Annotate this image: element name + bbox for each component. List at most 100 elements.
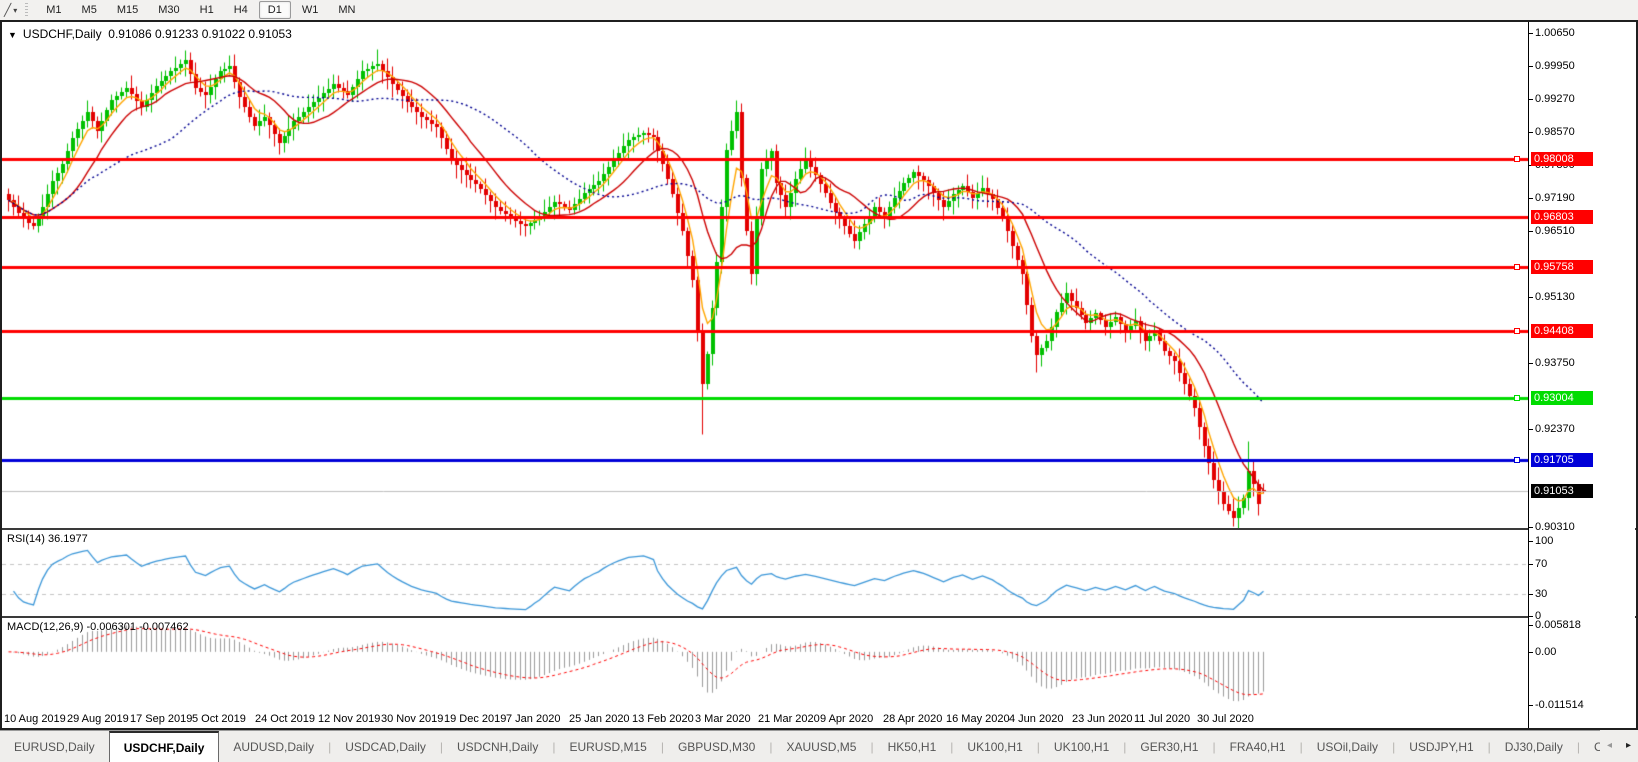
rsi-tickmark bbox=[1529, 616, 1533, 617]
tab-separator: | bbox=[1487, 739, 1491, 754]
date-axis-label: 12 Nov 2019 bbox=[318, 713, 381, 725]
macd-indicator-panel[interactable] bbox=[2, 618, 1528, 712]
timeframe-button-W1[interactable]: W1 bbox=[301, 4, 319, 16]
tab-separator: | bbox=[439, 739, 443, 754]
chart-tab-bar: EURUSD,Daily USDCHF,Daily AUDUSD,Daily | USD… bbox=[0, 730, 1638, 762]
toolbar: ╱ ▾ M1 M5 M15 M30 H1 H4 D1 W1 MN bbox=[0, 0, 1638, 21]
tab-XAUUSD-M5[interactable]: XAUUSD,M5 bbox=[786, 739, 857, 754]
tool-dropdown-caret-icon[interactable]: ▾ bbox=[13, 5, 18, 15]
price-tickmark bbox=[1529, 66, 1533, 67]
rsi-tickmark bbox=[1529, 594, 1533, 595]
date-axis-label: 7 Jan 2020 bbox=[506, 713, 561, 725]
price-tickmark bbox=[1529, 363, 1533, 364]
tab-scroll-right-icon[interactable]: ▸ bbox=[1625, 740, 1632, 751]
tab-separator: | bbox=[552, 739, 556, 754]
price-tick-label: 0.93750 bbox=[1535, 356, 1575, 369]
date-axis-label: 9 Apr 2020 bbox=[820, 713, 874, 725]
price-tick-label: 0.96510 bbox=[1535, 224, 1575, 237]
timeframe-button-MN[interactable]: MN bbox=[338, 4, 356, 16]
hline-handle[interactable] bbox=[1514, 263, 1520, 270]
hline-handle[interactable] bbox=[1514, 395, 1520, 402]
date-axis-label: 10 Aug 2019 bbox=[4, 713, 66, 725]
price-axis[interactable]: 1.006500.999500.992700.985700.978900.971… bbox=[1528, 22, 1635, 728]
date-axis-label: 28 Apr 2020 bbox=[883, 713, 943, 725]
price-tick-label: 0.95130 bbox=[1535, 290, 1575, 303]
macd-tick-label: 0.005818 bbox=[1535, 619, 1581, 631]
timeframe-button-group: M1 M5 M15 M30 H1 H4 D1 W1 MN bbox=[36, 1, 365, 19]
rsi-tickmark bbox=[1529, 564, 1533, 565]
price-tick-label: 0.98570 bbox=[1535, 126, 1575, 139]
date-axis-label: 4 Jun 2020 bbox=[1009, 713, 1064, 725]
timeframe-button-M1[interactable]: M1 bbox=[46, 4, 62, 16]
tab-USDCHF-Daily[interactable]: USDCHF,Daily bbox=[108, 731, 220, 762]
rsi-tickmark bbox=[1529, 541, 1533, 542]
tab-GBPUSD-M30[interactable]: GBPUSD,M30 bbox=[677, 739, 756, 754]
tab-UK100-H1[interactable]: UK100,H1 bbox=[1053, 739, 1110, 754]
tab-USOil-Daily[interactable]: USOil,Daily bbox=[1316, 739, 1379, 754]
panel-divider[interactable] bbox=[2, 528, 1636, 530]
tab-separator: | bbox=[769, 739, 773, 754]
hline-handle[interactable] bbox=[1514, 457, 1520, 464]
rsi-indicator-panel[interactable] bbox=[2, 530, 1528, 616]
tab-separator: | bbox=[1123, 739, 1127, 754]
date-axis-label: 19 Dec 2019 bbox=[444, 713, 507, 725]
timeframe-button-H4[interactable]: H4 bbox=[233, 4, 248, 16]
timeframe-button-M5[interactable]: M5 bbox=[81, 4, 97, 16]
tab-GER30-H1[interactable]: GER30,H1 bbox=[1140, 739, 1199, 754]
price-tickmark bbox=[1529, 429, 1533, 430]
tab-HK50-H1[interactable]: HK50,H1 bbox=[887, 739, 937, 754]
tab-separator: | bbox=[1036, 739, 1040, 754]
tab-USDJPY-H1[interactable]: USDJPY,H1 bbox=[1409, 739, 1474, 754]
toolbar-grip[interactable] bbox=[25, 3, 29, 17]
timeframe-button-H1[interactable]: H1 bbox=[199, 4, 214, 16]
tab-UK100-H1[interactable]: UK100,H1 bbox=[967, 739, 1023, 754]
time-axis[interactable]: 10 Aug 2019 29 Aug 2019 17 Sep 2019 5 Oct 2… bbox=[2, 712, 1528, 728]
price-tickmark bbox=[1529, 231, 1533, 232]
chart-dropdown-caret-icon[interactable]: ▼ bbox=[8, 30, 17, 40]
date-axis-label: 25 Jan 2020 bbox=[569, 713, 630, 725]
date-axis-label: 23 Jun 2020 bbox=[1072, 713, 1133, 725]
tab-scroll-left-icon[interactable]: ◂ bbox=[1606, 740, 1613, 751]
tab-FRA40-H1[interactable]: FRA40,H1 bbox=[1229, 739, 1286, 754]
date-axis-label: 11 Jul 2020 bbox=[1134, 713, 1191, 725]
panel-divider[interactable] bbox=[2, 616, 1636, 618]
date-axis-label: 5 Oct 2019 bbox=[192, 713, 246, 725]
price-tickmark bbox=[1529, 132, 1533, 133]
price-tickmark bbox=[1529, 33, 1533, 34]
rsi-tick-label: 0 bbox=[1535, 610, 1542, 622]
hline-price-badge: 0.98008 bbox=[1531, 152, 1593, 167]
chart-symbol-label: USDCHF,Daily bbox=[22, 27, 102, 41]
tab-separator: | bbox=[1299, 739, 1303, 754]
date-axis-label: 16 May 2020 bbox=[946, 713, 1010, 725]
tab-separator: | bbox=[660, 739, 664, 754]
hline-price-badge: 0.91705 bbox=[1531, 453, 1593, 468]
tab-EURUSD-Daily[interactable]: EURUSD,Daily bbox=[14, 739, 95, 754]
price-tickmark bbox=[1529, 527, 1533, 528]
current-price-badge: 0.91053 bbox=[1531, 484, 1593, 499]
timeframe-button-D1[interactable]: D1 bbox=[258, 1, 291, 19]
macd-tickmark bbox=[1529, 705, 1533, 706]
date-axis-label: 29 Aug 2019 bbox=[67, 713, 129, 725]
main-price-chart[interactable] bbox=[2, 22, 1528, 528]
timeframe-button-M30[interactable]: M30 bbox=[158, 4, 180, 16]
tab-USDCAD-Daily[interactable]: USDCAD,Daily bbox=[345, 739, 426, 754]
macd-tick-label: 0.00 bbox=[1535, 645, 1557, 658]
tab-DJ30-Daily[interactable]: DJ30,Daily bbox=[1504, 739, 1563, 754]
price-tickmark bbox=[1529, 99, 1533, 100]
date-axis-label: 24 Oct 2019 bbox=[255, 713, 315, 725]
tab-USDCNH-Daily[interactable]: USDCNH,Daily bbox=[457, 739, 539, 754]
chart-ohlc-values: 0.91086 0.91233 0.91022 0.91053 bbox=[101, 27, 292, 41]
tab-EURUSD-M15[interactable]: EURUSD,M15 bbox=[569, 739, 647, 754]
hline-handle[interactable] bbox=[1514, 156, 1520, 163]
price-tick-label: 0.99950 bbox=[1535, 60, 1575, 73]
drawing-tool-icon[interactable]: ╱ bbox=[4, 3, 12, 17]
rsi-tick-label: 100 bbox=[1535, 535, 1554, 547]
hline-price-badge: 0.95758 bbox=[1531, 259, 1593, 274]
date-axis-label: 13 Feb 2020 bbox=[632, 713, 694, 725]
price-tick-label: 0.90310 bbox=[1535, 520, 1575, 533]
timeframe-button-M15[interactable]: M15 bbox=[116, 4, 139, 16]
macd-tick-label: -0.011514 bbox=[1535, 699, 1584, 711]
hline-handle[interactable] bbox=[1514, 328, 1520, 335]
tab-AUDUSD-Daily[interactable]: AUDUSD,Daily bbox=[233, 739, 315, 754]
tab-separator: | bbox=[328, 739, 332, 754]
